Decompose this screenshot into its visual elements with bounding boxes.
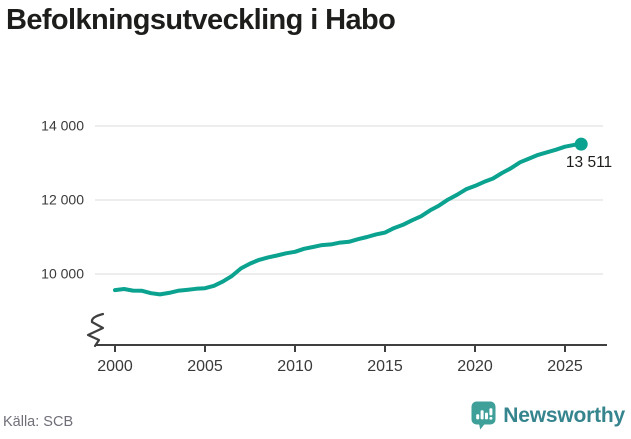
- last-point-marker: [574, 137, 588, 151]
- last-value-label: 13 511: [566, 154, 612, 171]
- axis-break-squiggle: [86, 312, 105, 348]
- brand-logo[interactable]: Newsworthy: [471, 401, 625, 430]
- page-title: Befolkningsutveckling i Habo: [6, 4, 396, 36]
- y-tick-label: 10 000: [41, 266, 84, 282]
- source-label: Källa: SCB: [3, 414, 74, 430]
- y-axis-break-icon: [86, 312, 105, 348]
- x-tick-label: 2015: [367, 358, 403, 375]
- x-tick-label: 2010: [277, 358, 313, 375]
- gridlines: [95, 125, 603, 275]
- data-line-series: [113, 142, 584, 297]
- y-tick-label: 14 000: [41, 118, 84, 134]
- population-line: [113, 142, 584, 297]
- x-tick-label: 2005: [187, 358, 223, 375]
- y-axis-tick-labels: 10 000 12 000 14 000: [41, 118, 84, 282]
- x-axis: 2000 2005 2010 2015 2020 2025: [95, 344, 607, 375]
- y-tick-label: 12 000: [41, 192, 84, 208]
- x-tick-label: 2000: [97, 358, 133, 375]
- last-value-annotation: 13 511: [566, 137, 612, 171]
- newsworthy-bubble-chart-icon: [471, 401, 496, 430]
- x-tick-label: 2020: [457, 358, 493, 375]
- brand-name-label: Newsworthy: [503, 403, 625, 427]
- x-tick-label: 2025: [547, 358, 583, 375]
